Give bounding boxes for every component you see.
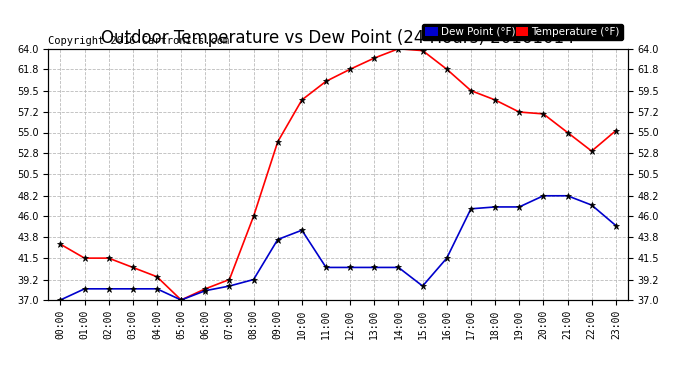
Title: Outdoor Temperature vs Dew Point (24 Hours) 20161014: Outdoor Temperature vs Dew Point (24 Hou… <box>101 29 575 47</box>
Legend: Dew Point (°F), Temperature (°F): Dew Point (°F), Temperature (°F) <box>422 24 622 40</box>
Text: Copyright 2016 Cartronics.com: Copyright 2016 Cartronics.com <box>48 36 230 46</box>
